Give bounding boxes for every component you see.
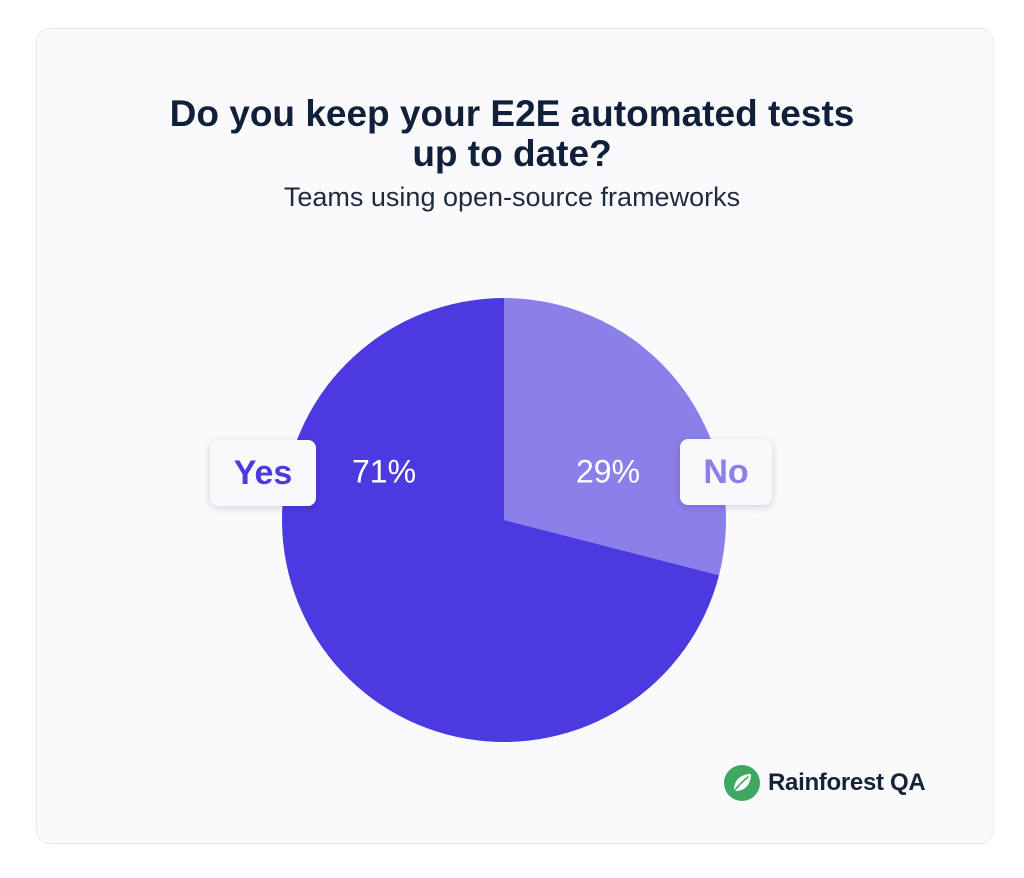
chart-title-line-1: Do you keep your E2E automated tests (169, 93, 855, 134)
chart-title: Do you keep your E2E automated tests up … (0, 94, 1024, 174)
pie-label-no: 29% (576, 453, 640, 489)
pie-labels: 29% 71% (352, 453, 640, 489)
legend-no: No (680, 439, 772, 505)
pie-label-yes: 71% (352, 453, 416, 489)
legend-no-label: No (703, 452, 749, 491)
leaf-icon (724, 765, 760, 801)
chart-title-line-2: up to date? (412, 133, 612, 174)
pie-slices (282, 298, 726, 742)
legend-yes-label: Yes (233, 453, 293, 492)
brand-logo: Rainforest QA (724, 764, 926, 802)
brand-name: Rainforest QA (768, 769, 926, 796)
legend-yes: Yes (210, 440, 316, 506)
pie-slice-yes (282, 298, 720, 742)
pie-slice-no (504, 298, 726, 576)
chart-subtitle: Teams using open-source frameworks (283, 182, 741, 212)
